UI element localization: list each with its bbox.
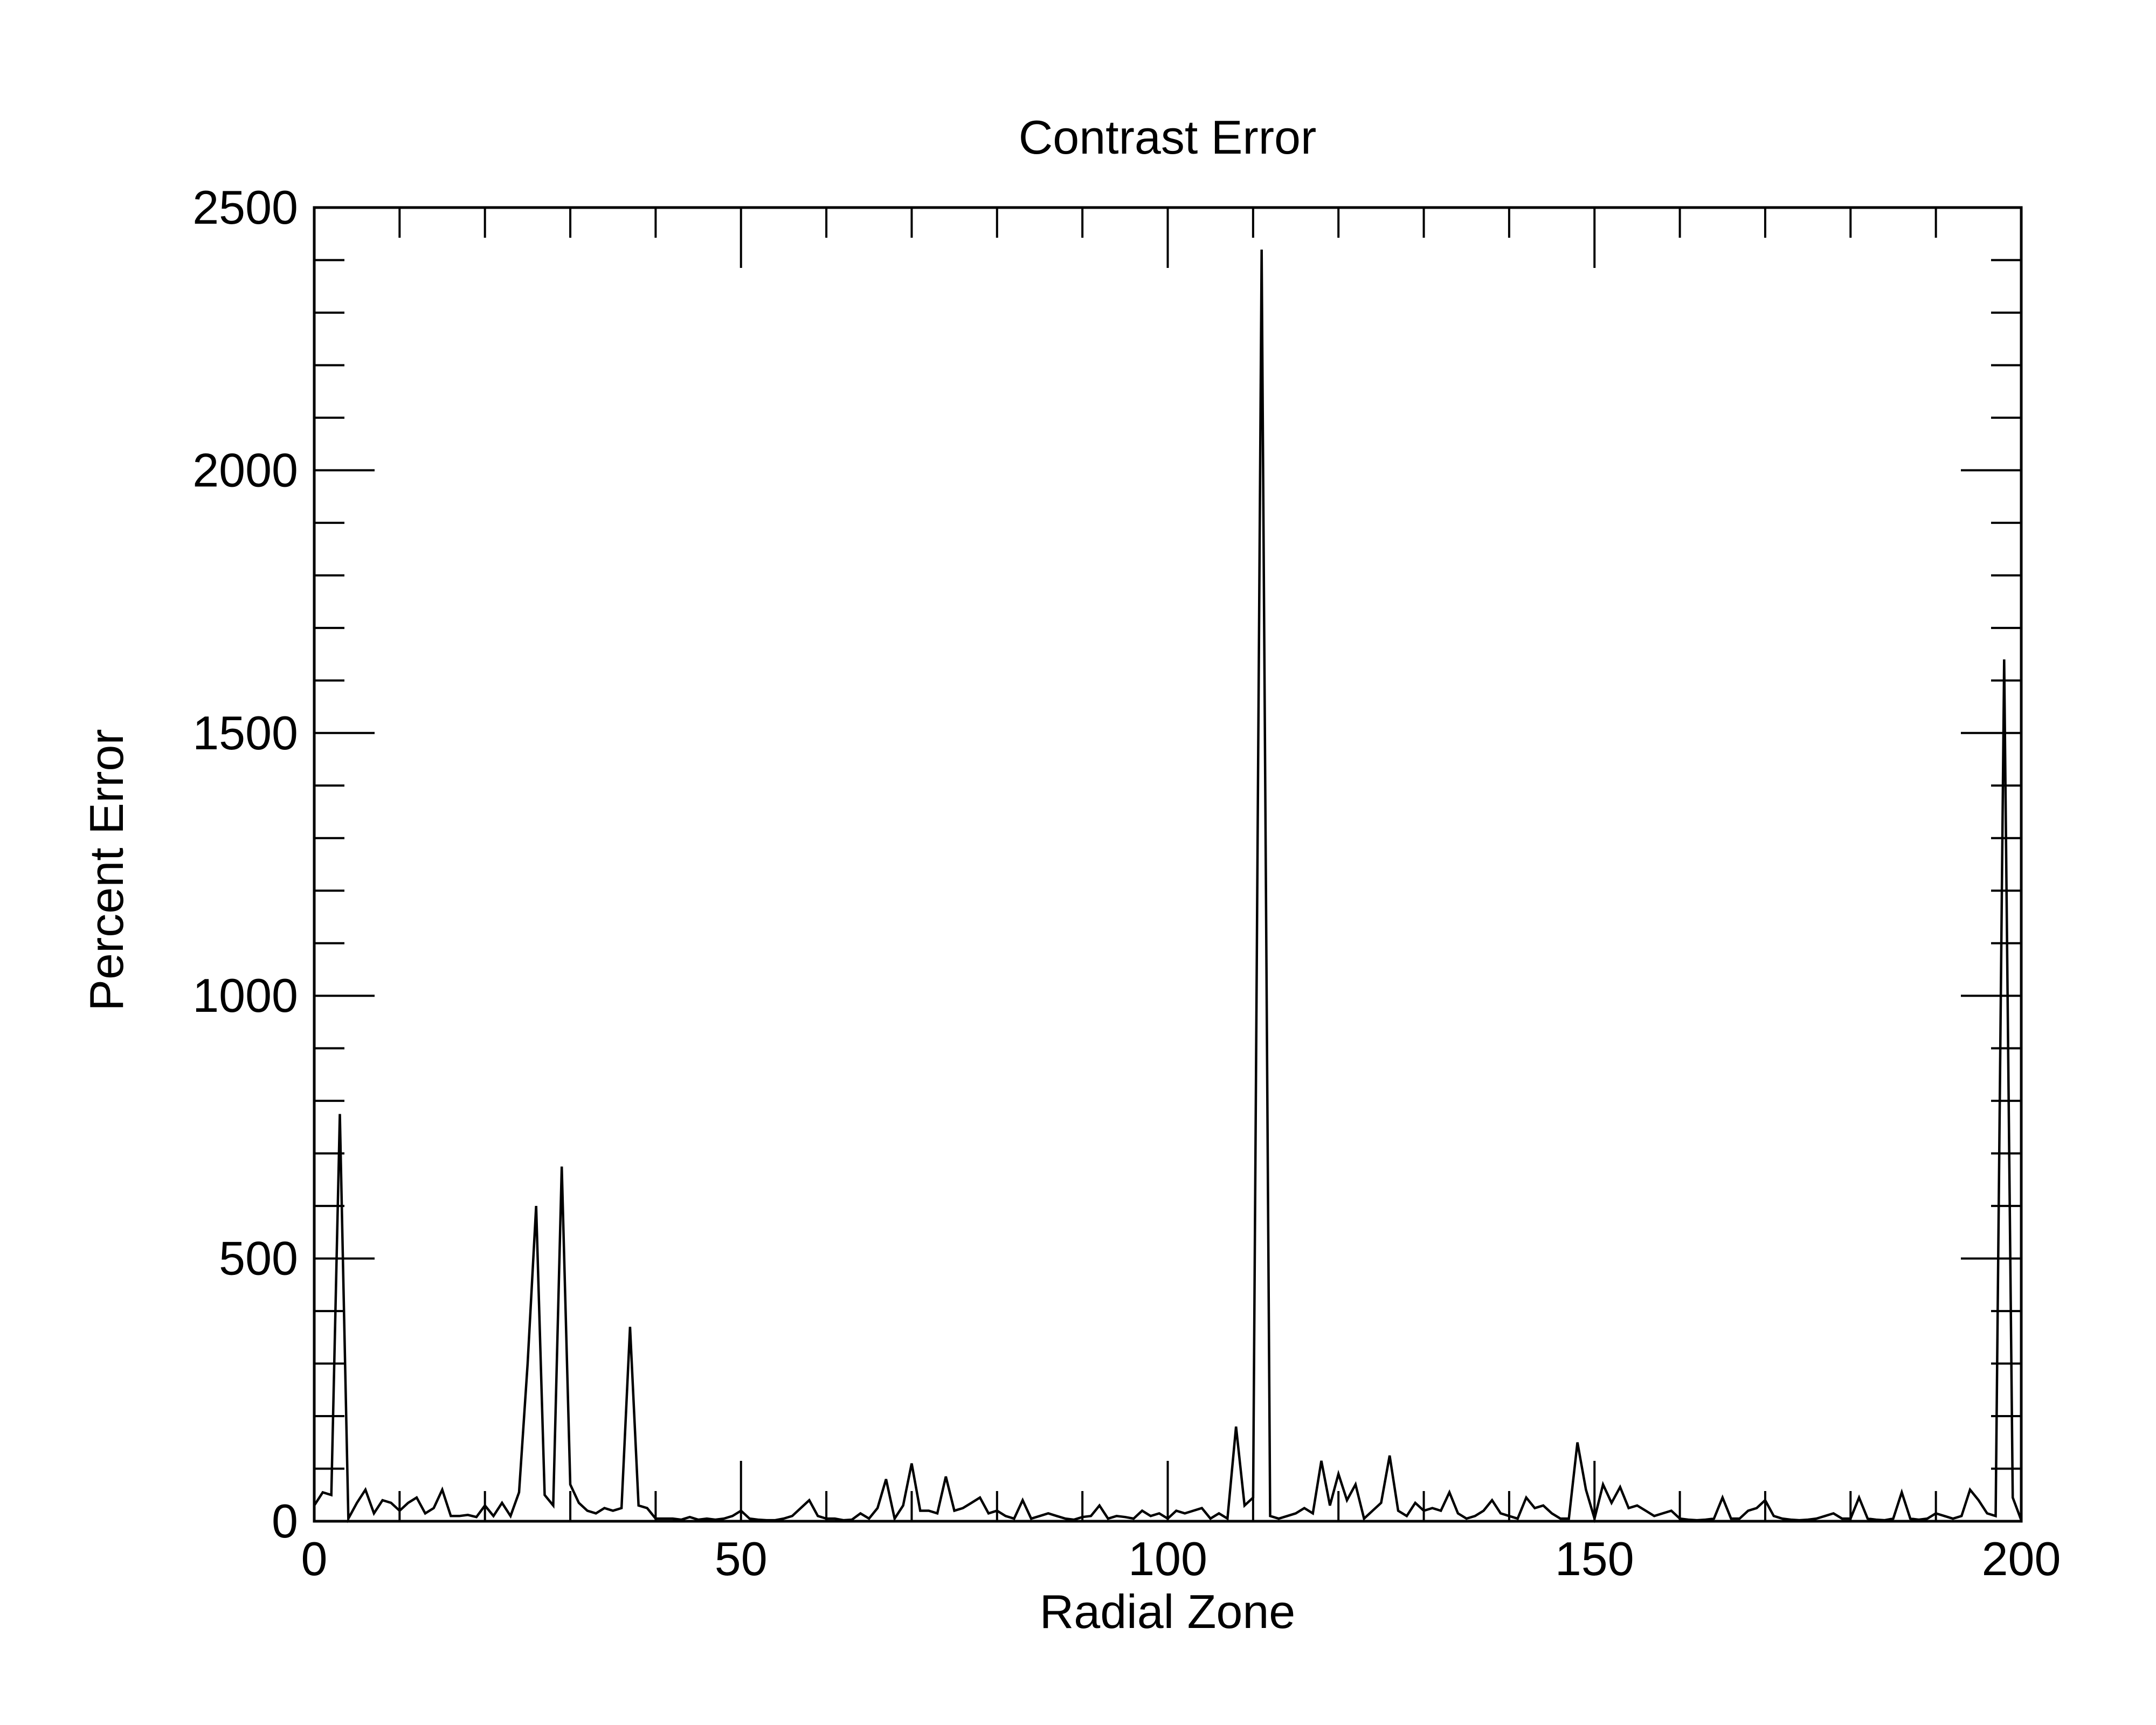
y-axis-label: Percent Error [80,729,133,1011]
minor-ticks [314,208,2021,1521]
y-tick-label: 0 [272,1494,298,1548]
y-tick-label: 1500 [192,706,298,760]
x-tick-label: 0 [301,1532,328,1585]
y-tick-label: 1000 [192,969,298,1022]
y-tick-label: 500 [219,1232,298,1285]
x-tick-label: 200 [1982,1532,2061,1585]
y-tick-label: 2500 [192,181,298,234]
y-tick-label: 2000 [192,443,298,496]
x-tick-label: 150 [1555,1532,1634,1585]
major-ticks [313,206,2022,1522]
plot-frame [313,206,2023,1523]
chart-title: Contrast Error [1019,111,1317,164]
series-group [313,249,2023,1523]
x-tick-label: 50 [715,1532,768,1585]
x-axis-label: Radial Zone [1040,1585,1296,1638]
x-tick-label: 100 [1128,1532,1207,1585]
series-line [313,249,2023,1523]
